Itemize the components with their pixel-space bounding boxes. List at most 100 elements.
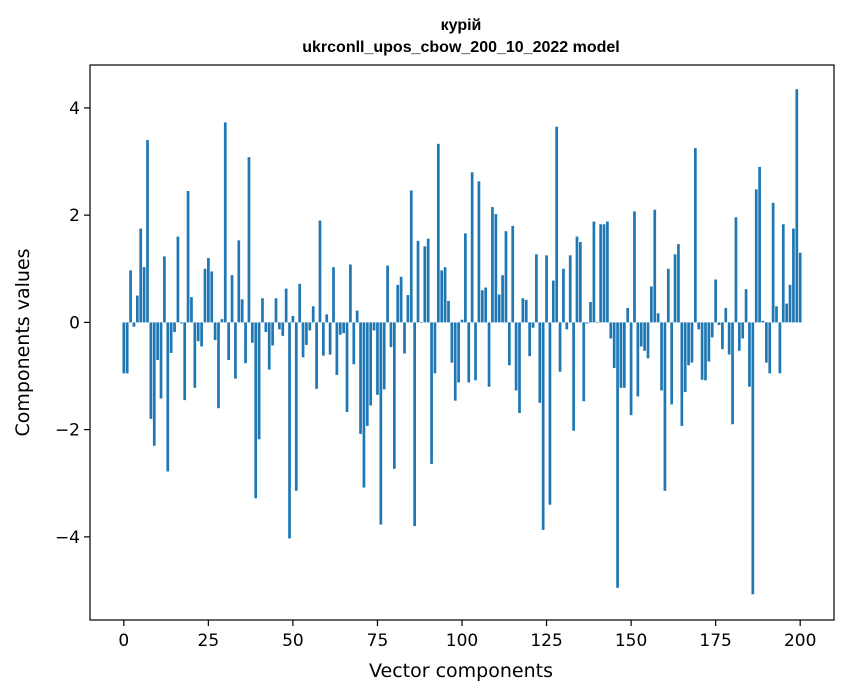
- bar-component-104: [474, 322, 477, 381]
- bar-component-61: [328, 322, 332, 355]
- bar-component-88: [420, 322, 423, 323]
- chart-subtitle: ukrconll_upos_cbow_200_10_2022 model: [302, 39, 619, 56]
- bar-component-62: [332, 267, 335, 323]
- bar-component-74: [372, 322, 376, 331]
- bars-group: [122, 89, 802, 595]
- bar-component-45: [274, 298, 278, 323]
- bar-component-155: [646, 322, 650, 359]
- bar-component-180: [731, 322, 734, 425]
- bar-component-10: [156, 322, 159, 360]
- bar-component-67: [349, 264, 352, 323]
- bar-component-150: [629, 322, 633, 416]
- bar-component-1: [125, 322, 129, 374]
- bar-component-129: [558, 322, 562, 372]
- bar-component-39: [254, 322, 258, 499]
- bar-component-151: [633, 211, 636, 323]
- bar-component-117: [518, 322, 521, 414]
- bar-component-7: [146, 140, 149, 323]
- bar-component-95: [443, 267, 447, 323]
- bar-component-192: [771, 202, 775, 323]
- bar-component-183: [741, 322, 745, 339]
- bar-component-153: [639, 322, 643, 347]
- bar-component-107: [484, 287, 488, 323]
- bar-component-24: [203, 268, 207, 323]
- bar-component-182: [737, 322, 741, 351]
- bar-component-19: [186, 191, 190, 323]
- bar-component-130: [562, 268, 565, 323]
- x-tick-label-0: 0: [118, 631, 129, 651]
- y-ticks-group: −4 −2 0 2 4: [55, 99, 90, 548]
- x-tick-label-50: 50: [282, 631, 304, 651]
- x-ticks-group: 0 25 50 75 100 125 150 175 200: [118, 620, 816, 651]
- bar-component-36: [244, 322, 247, 364]
- bar-component-0: [122, 322, 126, 374]
- bar-component-80: [393, 322, 396, 469]
- bar-component-132: [568, 255, 572, 323]
- bar-component-32: [230, 275, 234, 323]
- bar-component-179: [727, 322, 731, 355]
- bar-component-106: [480, 290, 484, 323]
- bar-component-116: [514, 322, 518, 391]
- bar-component-139: [592, 221, 596, 323]
- bar-component-11: [159, 322, 163, 399]
- bar-component-126: [548, 322, 552, 505]
- bar-component-4: [135, 295, 139, 323]
- bar-component-154: [643, 322, 646, 351]
- bar-component-87: [416, 240, 420, 323]
- bar-component-158: [656, 313, 660, 323]
- bar-component-187: [754, 189, 758, 323]
- bar-component-97: [450, 322, 454, 363]
- bar-component-178: [724, 307, 728, 323]
- bar-component-59: [321, 322, 325, 356]
- bar-component-103: [470, 172, 474, 323]
- bar-component-81: [396, 284, 400, 323]
- bar-component-128: [555, 126, 559, 323]
- bar-component-27: [213, 322, 217, 341]
- bar-component-102: [467, 322, 471, 383]
- y-axis-label: Components values: [12, 248, 34, 436]
- bar-component-90: [426, 238, 430, 323]
- bar-component-92: [433, 322, 437, 374]
- bar-component-66: [345, 322, 349, 412]
- bar-component-198: [792, 228, 795, 323]
- bar-component-25: [207, 258, 210, 323]
- bar-component-83: [403, 322, 406, 354]
- bar-component-149: [626, 307, 630, 323]
- bar-component-94: [440, 270, 444, 323]
- bar-component-79: [389, 322, 393, 348]
- bar-component-48: [284, 288, 288, 323]
- bar-component-121: [531, 322, 535, 328]
- bar-component-29: [220, 319, 224, 323]
- bar-component-60: [325, 314, 329, 323]
- bar-component-111: [497, 294, 501, 323]
- bar-component-173: [707, 322, 711, 362]
- x-tick-label-75: 75: [367, 631, 389, 651]
- bar-component-91: [430, 322, 433, 464]
- bar-component-196: [785, 303, 789, 323]
- bar-component-43: [267, 322, 271, 370]
- bar-component-89: [423, 246, 427, 323]
- bar-component-56: [311, 306, 315, 323]
- x-tick-label-100: 100: [446, 631, 478, 651]
- bar-component-86: [413, 322, 417, 527]
- bar-component-157: [653, 209, 657, 323]
- bar-component-177: [721, 322, 724, 350]
- bar-component-38: [250, 322, 254, 343]
- bar-component-82: [399, 276, 403, 323]
- bar-component-162: [670, 322, 674, 405]
- bar-component-31: [227, 322, 231, 360]
- bar-component-52: [298, 283, 302, 323]
- bar-component-136: [582, 322, 586, 402]
- bar-component-141: [599, 224, 603, 323]
- bar-component-98: [453, 322, 457, 401]
- bar-component-75: [376, 322, 379, 395]
- bar-component-186: [751, 322, 755, 595]
- bar-component-119: [524, 299, 528, 323]
- bar-component-100: [460, 319, 464, 323]
- bar-component-13: [166, 322, 170, 472]
- bar-component-168: [690, 322, 694, 363]
- bar-component-2: [129, 270, 132, 323]
- bar-component-165: [680, 322, 684, 426]
- bar-component-58: [318, 220, 322, 323]
